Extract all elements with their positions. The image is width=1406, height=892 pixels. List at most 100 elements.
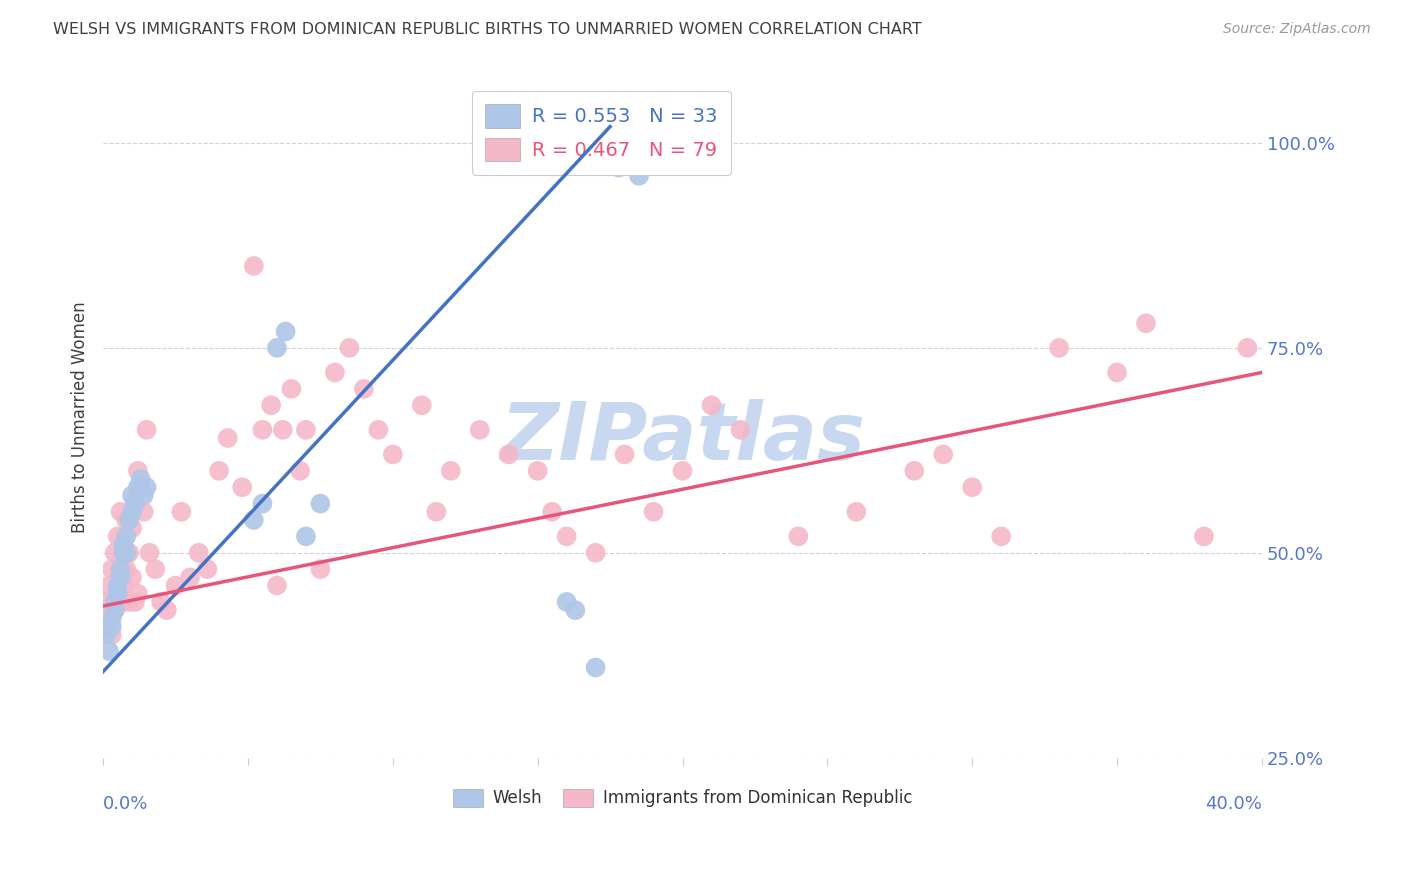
- Point: [127, 480, 149, 494]
- Point: [671, 464, 693, 478]
- Point: [138, 546, 160, 560]
- Point: [110, 505, 132, 519]
- Point: [613, 447, 636, 461]
- Point: [121, 505, 143, 519]
- Point: [124, 497, 146, 511]
- Point: [1105, 366, 1128, 380]
- Point: [367, 423, 389, 437]
- Point: [107, 587, 129, 601]
- Point: [121, 521, 143, 535]
- Point: [903, 464, 925, 478]
- Point: [337, 341, 360, 355]
- Point: [104, 595, 127, 609]
- Point: [94, 595, 117, 609]
- Point: [101, 611, 124, 625]
- Point: [104, 603, 127, 617]
- Point: [242, 259, 264, 273]
- Point: [101, 562, 124, 576]
- Point: [990, 529, 1012, 543]
- Point: [266, 578, 288, 592]
- Point: [607, 161, 630, 175]
- Point: [381, 447, 404, 461]
- Point: [156, 603, 179, 617]
- Y-axis label: Births to Unmarried Women: Births to Unmarried Women: [72, 301, 89, 533]
- Point: [411, 398, 433, 412]
- Point: [700, 398, 723, 412]
- Text: WELSH VS IMMIGRANTS FROM DOMINICAN REPUBLIC BIRTHS TO UNMARRIED WOMEN CORRELATIO: WELSH VS IMMIGRANTS FROM DOMINICAN REPUB…: [53, 22, 922, 37]
- Point: [107, 587, 129, 601]
- Point: [252, 497, 274, 511]
- Point: [280, 382, 302, 396]
- Point: [309, 562, 332, 576]
- Point: [628, 169, 651, 183]
- Point: [555, 529, 578, 543]
- Point: [787, 529, 810, 543]
- Point: [110, 562, 132, 576]
- Point: [101, 619, 124, 633]
- Point: [498, 447, 520, 461]
- Point: [110, 570, 132, 584]
- Point: [960, 480, 983, 494]
- Point: [115, 513, 138, 527]
- Point: [132, 488, 155, 502]
- Point: [112, 578, 135, 592]
- Point: [260, 398, 283, 412]
- Point: [118, 513, 141, 527]
- Point: [585, 660, 607, 674]
- Point: [129, 480, 152, 494]
- Point: [150, 595, 173, 609]
- Point: [266, 341, 288, 355]
- Point: [208, 464, 231, 478]
- Point: [121, 488, 143, 502]
- Point: [288, 464, 311, 478]
- Point: [94, 628, 117, 642]
- Point: [104, 546, 127, 560]
- Point: [468, 423, 491, 437]
- Point: [115, 529, 138, 543]
- Point: [112, 546, 135, 560]
- Point: [845, 505, 868, 519]
- Point: [179, 570, 201, 584]
- Point: [242, 513, 264, 527]
- Point: [1047, 341, 1070, 355]
- Point: [115, 546, 138, 560]
- Point: [1192, 529, 1215, 543]
- Point: [231, 480, 253, 494]
- Point: [187, 546, 209, 560]
- Point: [425, 505, 447, 519]
- Text: 40.0%: 40.0%: [1205, 795, 1263, 813]
- Point: [323, 366, 346, 380]
- Point: [127, 587, 149, 601]
- Point: [271, 423, 294, 437]
- Point: [135, 423, 157, 437]
- Point: [104, 603, 127, 617]
- Point: [252, 423, 274, 437]
- Point: [112, 546, 135, 560]
- Point: [197, 562, 219, 576]
- Point: [124, 595, 146, 609]
- Point: [112, 595, 135, 609]
- Point: [97, 644, 120, 658]
- Point: [440, 464, 463, 478]
- Point: [1135, 316, 1157, 330]
- Point: [101, 628, 124, 642]
- Point: [730, 423, 752, 437]
- Point: [353, 382, 375, 396]
- Point: [124, 497, 146, 511]
- Point: [555, 595, 578, 609]
- Point: [118, 595, 141, 609]
- Point: [129, 472, 152, 486]
- Point: [526, 464, 548, 478]
- Point: [541, 505, 564, 519]
- Point: [118, 546, 141, 560]
- Point: [274, 325, 297, 339]
- Point: [143, 562, 166, 576]
- Point: [217, 431, 239, 445]
- Text: Source: ZipAtlas.com: Source: ZipAtlas.com: [1223, 22, 1371, 37]
- Point: [585, 546, 607, 560]
- Point: [115, 562, 138, 576]
- Point: [121, 570, 143, 584]
- Point: [97, 578, 120, 592]
- Text: 0.0%: 0.0%: [103, 795, 149, 813]
- Point: [170, 505, 193, 519]
